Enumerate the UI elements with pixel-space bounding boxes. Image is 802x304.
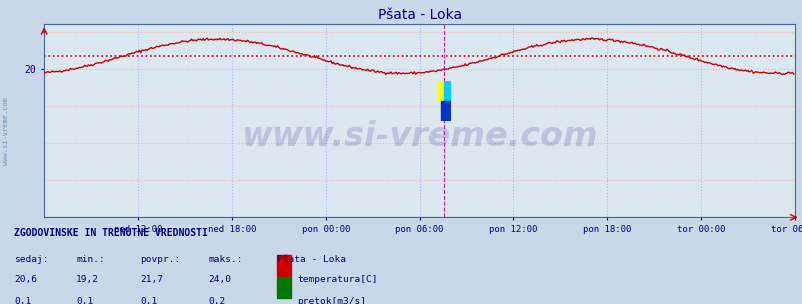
Text: 21,7: 21,7 [140,275,164,284]
Text: min.:: min.: [76,255,105,264]
Text: www.si-vreme.com: www.si-vreme.com [3,97,10,165]
Text: 0,2: 0,2 [209,297,225,304]
Text: 19,2: 19,2 [76,275,99,284]
Text: temperatura[C]: temperatura[C] [297,275,377,284]
Text: 0,1: 0,1 [76,297,93,304]
Text: povpr.:: povpr.: [140,255,180,264]
Text: 24,0: 24,0 [209,275,232,284]
Text: Pšata - Loka: Pšata - Loka [277,255,346,264]
Text: pretok[m3/s]: pretok[m3/s] [297,297,366,304]
Bar [437,81,444,101]
Text: maks.:: maks.: [209,255,243,264]
Text: sedaj:: sedaj: [14,255,49,264]
Text: www.si-vreme.com: www.si-vreme.com [241,120,597,153]
Text: 0,1: 0,1 [140,297,157,304]
Polygon shape [440,101,450,121]
Bar [444,81,450,101]
FancyBboxPatch shape [277,255,291,276]
Text: ZGODOVINSKE IN TRENUTNE VREDNOSTI: ZGODOVINSKE IN TRENUTNE VREDNOSTI [14,228,208,238]
Title: Pšata - Loka: Pšata - Loka [377,8,461,22]
FancyBboxPatch shape [277,277,291,298]
Text: 0,1: 0,1 [14,297,31,304]
Text: 20,6: 20,6 [14,275,38,284]
